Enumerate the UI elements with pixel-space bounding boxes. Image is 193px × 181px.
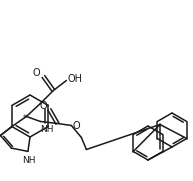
Text: OH: OH: [68, 75, 83, 85]
Text: NH: NH: [22, 156, 36, 165]
Text: *: *: [22, 114, 26, 123]
Text: O: O: [73, 121, 80, 131]
Text: O: O: [40, 102, 47, 111]
Text: NH: NH: [40, 125, 53, 134]
Text: O: O: [33, 68, 40, 79]
